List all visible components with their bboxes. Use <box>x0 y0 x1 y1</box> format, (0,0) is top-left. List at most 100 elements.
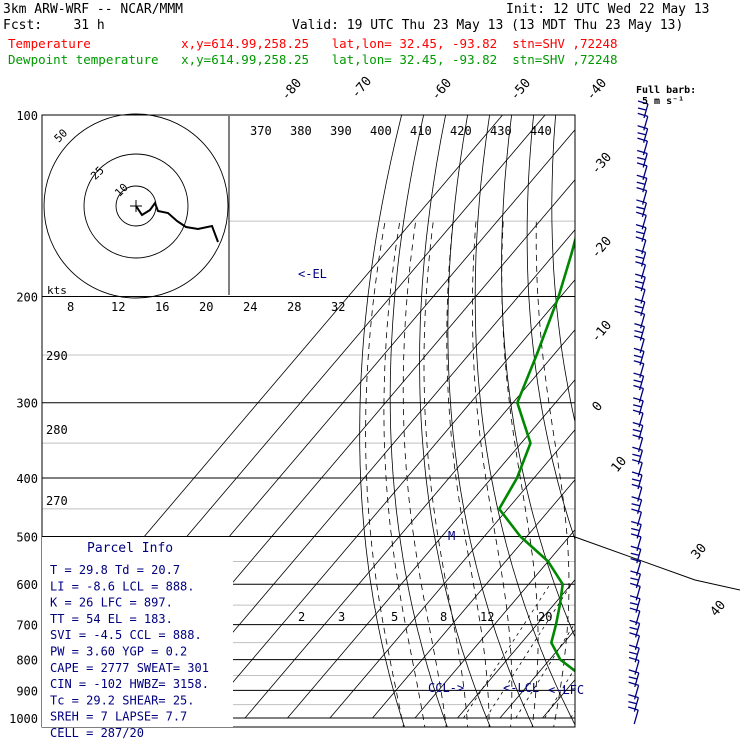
dry-adiabat <box>419 115 491 727</box>
moist-adiabat <box>617 221 708 731</box>
isotherm-line <box>585 115 740 718</box>
isotherm-label: -60 <box>429 76 456 104</box>
wind-barb-flag <box>629 632 640 637</box>
wind-barb-flag <box>628 656 640 662</box>
wind-barb-flag <box>630 582 641 587</box>
pressure-label: 800 <box>16 654 38 668</box>
hodograph-trace <box>135 200 219 243</box>
parcel-info-row: CAPE = 2777 SWEAT= 301 <box>50 661 209 675</box>
wind-barb-flag <box>632 421 643 427</box>
isotherm-line <box>713 115 740 718</box>
init-time: Init: 12 UTC Wed 22 May 13 <box>506 2 710 17</box>
isotherm-line <box>329 429 575 719</box>
isotherm-label: 10 <box>609 454 631 476</box>
wind-barb-flag <box>635 236 646 241</box>
moist-adiabat <box>402 221 447 727</box>
wind-barb-flag <box>628 701 637 705</box>
dry-adiabat <box>599 87 740 730</box>
wind-barb-flag <box>631 471 643 476</box>
isotherm-line <box>244 329 575 719</box>
dry-adiabat <box>474 115 575 726</box>
mixing-ratio-label: 8 <box>440 610 447 624</box>
wind-barb-flag <box>633 347 645 352</box>
wind-barb-flag <box>629 607 640 612</box>
theta-side-label: 290 <box>46 349 68 363</box>
wind-barb-flag <box>636 206 645 210</box>
isotherm-label: -80 <box>279 76 306 104</box>
dry-adiabat <box>622 87 740 730</box>
theta-label: 390 <box>330 124 352 138</box>
isotherm-label: -50 <box>508 76 535 104</box>
dry-adiabat <box>447 115 534 727</box>
theta-label: 440 <box>530 124 552 138</box>
barb-guide <box>574 536 740 591</box>
isotherm-line <box>159 229 575 719</box>
wind-barb-flag <box>632 459 643 464</box>
dry-adiabat <box>729 87 740 730</box>
hodo-speed-label: 8 <box>67 300 74 314</box>
mixing-ratio-label: 12 <box>480 610 494 624</box>
dry-adiabat <box>686 87 740 730</box>
wind-barb-flag <box>631 520 642 526</box>
isotherm-line <box>287 379 575 719</box>
dry-adiabat <box>526 115 575 541</box>
theta-label: 430 <box>490 124 512 138</box>
dry-adiabat <box>665 87 740 730</box>
wind-barb-flag <box>629 602 639 606</box>
wind-barb-flag <box>634 322 645 328</box>
isotherm-line <box>628 115 740 718</box>
isotherm-label: 30 <box>689 541 711 563</box>
pressure-label: 600 <box>16 578 38 592</box>
wind-barb-flag <box>635 280 644 284</box>
forecast-hour: Fcst: 31 h <box>3 18 105 33</box>
hodo-speed-label: 32 <box>331 300 345 314</box>
wind-barb-flag <box>630 557 641 563</box>
wind-barb-flag <box>632 409 644 414</box>
isotherm-label: 40 <box>708 598 730 620</box>
wind-barb-flag <box>628 694 639 699</box>
wind-barb-flag <box>631 483 642 489</box>
wind-barb-flag <box>634 310 645 315</box>
parcel-info-row: K = 26 LFC = 897. <box>50 596 173 610</box>
m-marker: M <box>448 529 455 543</box>
pressure-label: 300 <box>16 397 38 411</box>
pressure-label: 900 <box>16 684 38 698</box>
wind-barb-flag <box>634 298 645 303</box>
wind-barb-flag <box>631 478 641 482</box>
wind-barb-flag <box>629 644 640 649</box>
dry-adiabat <box>389 115 448 727</box>
pressure-label: 500 <box>16 530 38 544</box>
pressure-label: 200 <box>16 291 38 305</box>
parcel-info-row: LI = -8.6 LCL = 888. <box>50 579 195 593</box>
wind-barb-flag <box>635 248 646 254</box>
moist-adiabat <box>472 221 513 727</box>
isotherm-label: -40 <box>584 76 611 104</box>
wind-barb-flag <box>633 384 644 390</box>
wind-barb-flag <box>631 527 640 532</box>
theta-label: 420 <box>450 124 472 138</box>
pressure-label: 100 <box>16 109 38 123</box>
hodo-speed-label: 28 <box>287 300 301 314</box>
parcel-info-row: SVI = -4.5 CCL = 888. <box>50 628 202 642</box>
wind-barb-flag <box>631 496 642 501</box>
wind-barb-flag <box>631 508 642 513</box>
lfc-marker: <-LFC <box>548 683 584 697</box>
isotherm-label: 0 <box>590 399 607 415</box>
isotherm-line <box>202 279 575 719</box>
wind-barb-flag <box>630 552 639 556</box>
moist-adiabat <box>574 725 575 727</box>
wind-barb-flag <box>633 372 644 377</box>
isotherm-label: -70 <box>349 74 376 102</box>
mixing-ratio-line <box>485 583 572 719</box>
theta-side-label: 270 <box>46 494 68 508</box>
pressure-label: 1000 <box>9 712 38 726</box>
moist-adiabat <box>423 221 469 727</box>
wind-barb-flag <box>636 174 647 179</box>
wind-barb-flag <box>636 162 648 167</box>
barb-legend-title: Full barb: <box>636 85 696 96</box>
wind-barb-flag <box>637 100 649 105</box>
wind-barb-flag <box>637 149 648 155</box>
isotherm-line <box>499 629 575 719</box>
wind-barb-flag <box>632 428 641 433</box>
wind-barb-flag <box>629 651 638 655</box>
